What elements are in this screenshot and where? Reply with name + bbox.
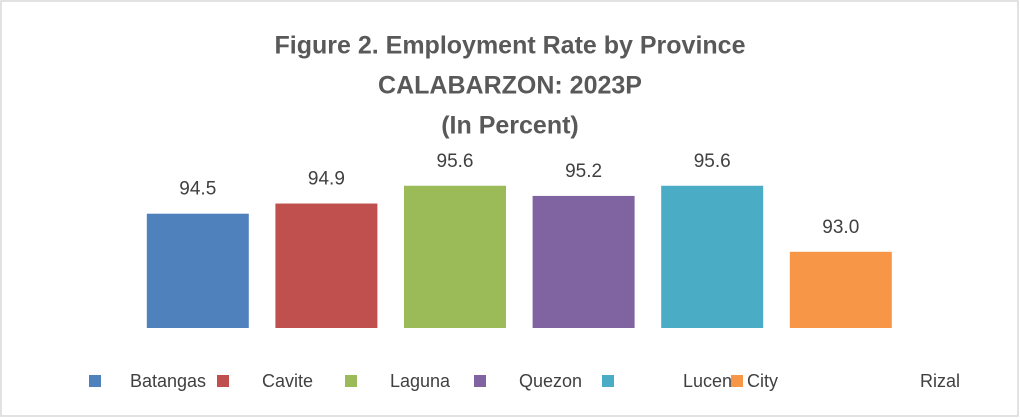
legend-label: Batangas [130, 371, 206, 391]
data-label: 94.9 [308, 169, 345, 190]
chart-title: Figure 2. Employment Rate by Province [275, 32, 746, 60]
bar [661, 185, 764, 328]
data-label: 95.6 [437, 151, 474, 172]
legend-swatch [89, 375, 101, 387]
chart-subtitle: CALABARZON: 2023P [378, 72, 642, 100]
data-label: 95.2 [565, 161, 602, 182]
bar [789, 251, 892, 328]
data-label: 94.5 [179, 179, 216, 200]
legend-swatch [345, 375, 357, 387]
data-label: 93.0 [822, 217, 859, 238]
bar [404, 185, 506, 328]
bar [275, 203, 378, 328]
legend-label: Laguna [390, 371, 451, 391]
legend-label: Quezon [519, 371, 582, 391]
legend-label: Cavite [262, 371, 313, 391]
legend-label: Rizal [920, 371, 960, 391]
legend-swatch [217, 375, 229, 387]
chart-unit: (In Percent) [441, 112, 579, 140]
legend-swatch [474, 375, 486, 387]
data-label: 95.6 [694, 151, 731, 172]
legend-label: Lucena City [683, 371, 778, 391]
bar [532, 195, 635, 328]
legend-swatch [731, 375, 743, 387]
legend-swatch [602, 375, 614, 387]
bar [146, 213, 249, 328]
